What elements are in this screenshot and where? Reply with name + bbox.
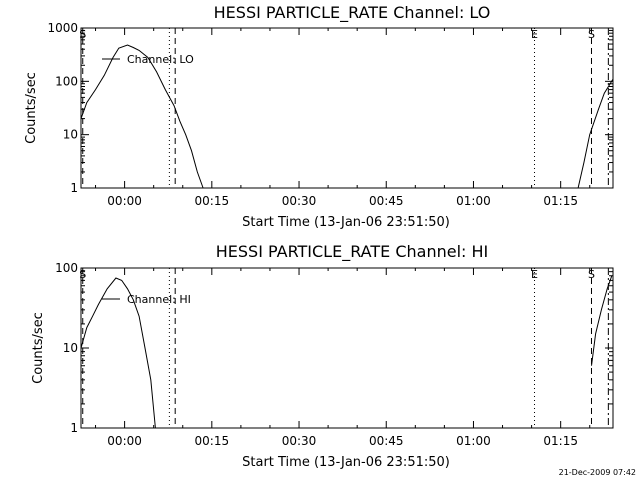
y-tick-labels: 1 10 100 1000 [47,21,78,195]
event-marker-label: S [588,28,595,41]
x-axis-title: Start Time (13-Jan-06 23:51:50) [242,455,450,470]
x-tick-label: 01:15 [543,194,578,208]
y-tick-label: 1000 [47,21,78,35]
x-tick-label: 01:00 [456,434,491,448]
event-marker-label: S [588,268,595,281]
x-tick-label: 00:45 [369,434,404,448]
x-tick-label: 00:30 [282,434,317,448]
x-tick-labels: 00:00 00:15 00:30 00:45 01:00 01:15 [107,434,578,448]
y-tick-label: 1 [70,421,78,435]
y-tick-label: 1 [70,181,78,195]
x-tick-labels: 00:00 00:15 00:30 00:45 01:00 01:15 [107,194,578,208]
timestamp: 21-Dec-2009 07:42 [559,468,636,477]
y-axis-title: Counts/sec [31,312,46,384]
x-tick-label: 00:00 [107,434,142,448]
x-tick-label: 00:00 [107,194,142,208]
x-tick-label: 01:15 [543,434,578,448]
y-axis-title: Counts/sec [24,72,39,144]
plot-frame [80,267,614,429]
series-line [577,78,614,189]
x-tick-label: 01:00 [456,194,491,208]
series-lines [80,44,614,189]
tick-marks [81,267,613,429]
x-tick-label: 00:30 [282,194,317,208]
event-marker-label: E [531,268,538,281]
event-marker-label: S [79,268,86,281]
x-tick-label: 00:15 [195,434,230,448]
series-lines [80,275,613,429]
chart-title: HESSI PARTICLE_RATE Channel: HI [216,242,489,262]
tick-marks [81,27,613,189]
x-axis-title: Start Time (13-Jan-06 23:51:50) [242,215,450,230]
y-tick-label: 100 [55,74,78,88]
legend-label: Channel: HI [127,293,191,306]
y-tick-label: 100 [55,261,78,275]
x-tick-label: 00:15 [195,194,230,208]
y-tick-label: 10 [63,341,78,355]
x-tick-label: 00:45 [369,194,404,208]
chart-title: HESSI PARTICLE_RATE Channel: LO [214,3,491,23]
legend: Channel: HI [102,293,191,306]
event-marker-label: E [531,28,538,41]
legend: Channel: LO [102,53,194,66]
legend-label: Channel: LO [127,53,194,66]
series-line [591,275,613,366]
y-tick-label: 10 [63,128,78,142]
event-marker-label: S [79,28,86,41]
series-line [80,44,204,189]
y-tick-labels: 1 10 100 [55,261,78,435]
plot-frame [80,27,614,189]
series-line [80,277,156,429]
